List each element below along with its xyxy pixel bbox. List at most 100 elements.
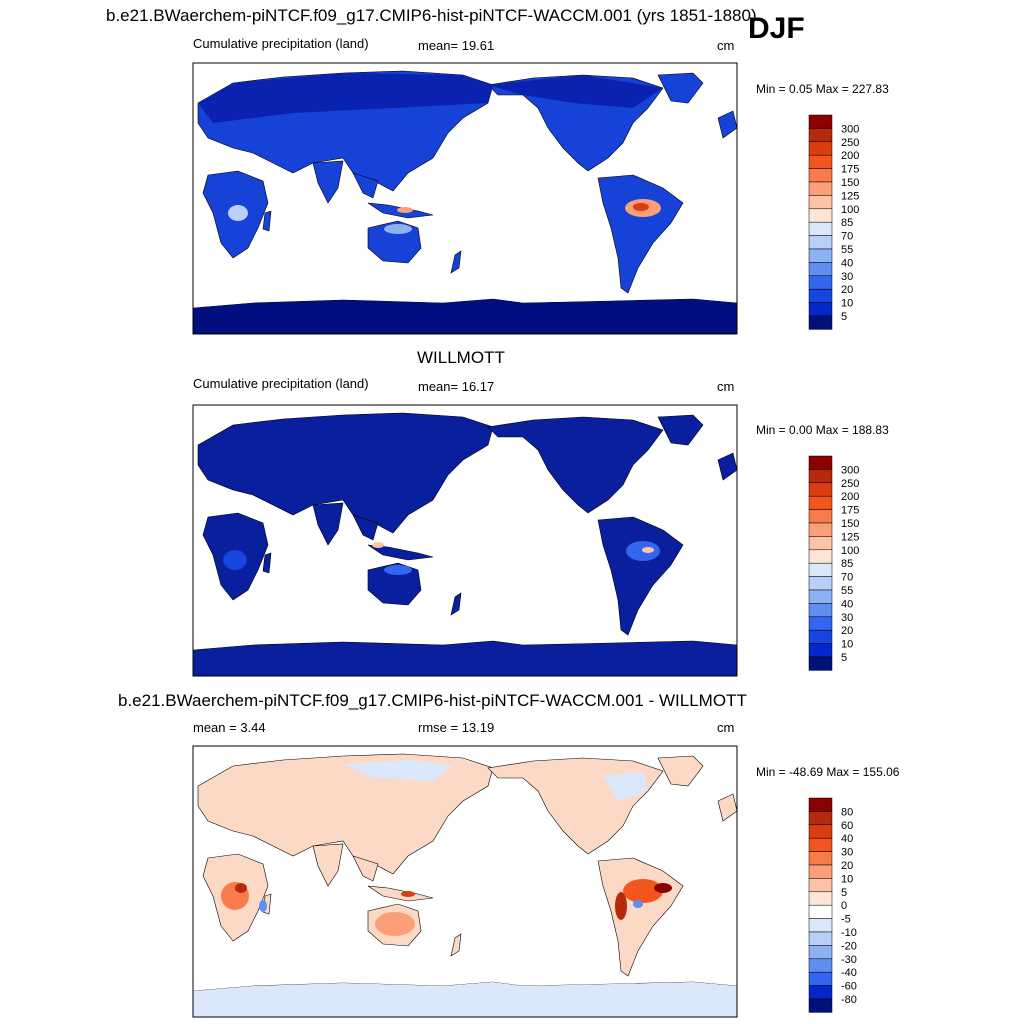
colorbar-tick-label: 30 bbox=[841, 271, 853, 283]
colorbar-tick-label: 20 bbox=[841, 625, 853, 637]
colorbar-swatch bbox=[808, 643, 833, 658]
panel-1-title: b.e21.BWaerchem-piNTCF.f09_g17.CMIP6-his… bbox=[106, 6, 757, 25]
colorbar-tick-label: -20 bbox=[841, 940, 857, 952]
panel-1-na-dry bbox=[488, 75, 663, 108]
colorbar-tick-label: 10 bbox=[841, 873, 853, 885]
colorbar-swatch bbox=[808, 811, 833, 826]
colorbar-swatch bbox=[808, 154, 833, 169]
colorbar-tick-label: 85 bbox=[841, 217, 853, 229]
panel-1-units: cm bbox=[717, 38, 735, 53]
colorbar-swatch bbox=[808, 971, 833, 986]
colorbar-swatch bbox=[808, 985, 833, 1000]
panel-3-siberia-neg bbox=[343, 760, 453, 781]
colorbar-swatch bbox=[808, 851, 833, 866]
panel-3-africa-core bbox=[235, 883, 247, 893]
panel-2-title: WILLMOTT bbox=[417, 348, 505, 367]
panel-3-amazon-pos bbox=[623, 879, 663, 903]
colorbar-tick-label: 85 bbox=[841, 558, 853, 570]
colorbar-tick-label: 60 bbox=[841, 820, 853, 832]
colorbar-swatch bbox=[808, 275, 833, 290]
colorbar-tick-label: 70 bbox=[841, 231, 853, 243]
colorbar-swatch bbox=[808, 891, 833, 906]
panel-2-indonesia bbox=[372, 542, 384, 548]
colorbar-tick-label: 200 bbox=[841, 150, 859, 162]
panel-2-mean: mean= 16.17 bbox=[418, 379, 495, 394]
colorbar-swatch bbox=[808, 195, 833, 210]
panel-3-title: b.e21.BWaerchem-piNTCF.f09_g17.CMIP6-his… bbox=[118, 691, 747, 710]
panel-1-minmax: Min = 0.05 Max = 227.83 bbox=[756, 82, 889, 96]
colorbar-swatch bbox=[808, 288, 833, 303]
colorbar-tick-label: 125 bbox=[841, 190, 859, 202]
colorbar-tick-label: 30 bbox=[841, 612, 853, 624]
panel-3-australia-pos bbox=[375, 912, 415, 936]
panel-1-australia-wet bbox=[384, 224, 412, 234]
colorbar-tick-label: 5 bbox=[841, 311, 847, 323]
colorbar-swatch bbox=[808, 141, 833, 156]
colorbar-swatch bbox=[808, 904, 833, 919]
colorbar-tick-label: -30 bbox=[841, 954, 857, 966]
colorbar-swatch bbox=[808, 208, 833, 223]
panel-3-minmax: Min = -48.69 Max = 155.06 bbox=[756, 765, 900, 779]
colorbar-swatch bbox=[808, 522, 833, 537]
colorbar-tick-label: -10 bbox=[841, 927, 857, 939]
colorbar-swatch bbox=[808, 824, 833, 839]
colorbar-swatch bbox=[808, 168, 833, 183]
colorbar-swatch bbox=[808, 603, 833, 618]
colorbar-tick-label: 175 bbox=[841, 164, 859, 176]
colorbar-swatch bbox=[808, 495, 833, 510]
colorbar-swatch bbox=[808, 797, 833, 812]
colorbar-swatch bbox=[808, 931, 833, 946]
colorbar-tick-label: 300 bbox=[841, 123, 859, 135]
colorbar-tick-label: 40 bbox=[841, 833, 853, 845]
colorbar-tick-label: 250 bbox=[841, 478, 859, 490]
colorbar-swatch bbox=[808, 262, 833, 277]
colorbar-swatch bbox=[808, 878, 833, 893]
panel-1-left-label: Cumulative precipitation (land) bbox=[193, 36, 369, 51]
panel-3-andes-pos bbox=[615, 892, 627, 920]
panel-1-africa-wet bbox=[228, 205, 248, 221]
colorbar-tick-label: 0 bbox=[841, 900, 847, 912]
colorbar-swatch bbox=[808, 918, 833, 933]
colorbar-tick-label: 80 bbox=[841, 806, 853, 818]
colorbar-swatch bbox=[808, 536, 833, 551]
panel-2-amazon-core bbox=[642, 547, 654, 553]
colorbar-swatch bbox=[808, 455, 833, 470]
colorbar-swatch bbox=[808, 509, 833, 524]
panel-3-amazon-neg bbox=[633, 900, 643, 908]
panel-1-map bbox=[192, 62, 738, 335]
panel-3-na-neg bbox=[603, 771, 648, 801]
panel-1-amazon-core bbox=[633, 203, 649, 211]
panel-2-minmax: Min = 0.00 Max = 188.83 bbox=[756, 423, 889, 437]
panel-3-madagascar-neg bbox=[259, 900, 267, 912]
colorbar-swatch bbox=[808, 562, 833, 577]
colorbar-swatch bbox=[808, 235, 833, 250]
panel-3-newguinea-pos bbox=[401, 891, 415, 897]
colorbar-tick-label: -80 bbox=[841, 994, 857, 1006]
colorbar-swatch bbox=[808, 549, 833, 564]
colorbar-tick-label: 30 bbox=[841, 847, 853, 859]
panel-1-mean: mean= 19.61 bbox=[418, 38, 495, 53]
panel-2-map bbox=[192, 404, 738, 677]
colorbar-swatch bbox=[808, 302, 833, 317]
colorbar-swatch bbox=[808, 128, 833, 143]
panel-3-mean: mean = 3.44 bbox=[193, 720, 266, 735]
colorbar-tick-label: 300 bbox=[841, 464, 859, 476]
colorbar-swatch bbox=[808, 482, 833, 497]
colorbar-swatch bbox=[808, 864, 833, 879]
colorbar-swatch bbox=[808, 945, 833, 960]
season-label: DJF bbox=[748, 12, 805, 45]
colorbar-tick-label: 150 bbox=[841, 177, 859, 189]
panel-3-units: cm bbox=[717, 720, 735, 735]
colorbar-swatch bbox=[808, 221, 833, 236]
colorbar-tick-label: 20 bbox=[841, 860, 853, 872]
colorbar-tick-label: -5 bbox=[841, 914, 851, 926]
colorbar-tick-label: -40 bbox=[841, 967, 857, 979]
colorbar-swatch bbox=[808, 656, 833, 671]
colorbar-tick-label: 100 bbox=[841, 204, 859, 216]
panel-3-map bbox=[192, 745, 738, 1018]
colorbar-tick-label: 10 bbox=[841, 298, 853, 310]
colorbar-swatch bbox=[808, 837, 833, 852]
